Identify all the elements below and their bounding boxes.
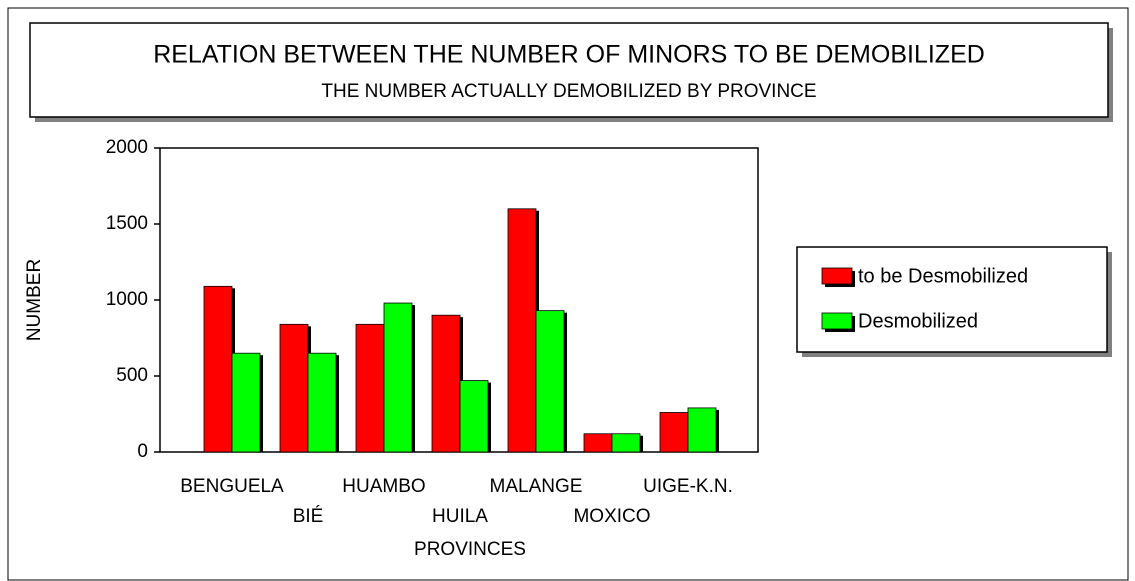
bar — [203, 285, 233, 453]
chart-title: RELATION BETWEEN THE NUMBER OF MINORS TO… — [153, 41, 985, 69]
legend-swatch — [821, 267, 853, 285]
bar — [383, 302, 413, 453]
legend-label: Desmobilized — [858, 310, 978, 332]
chart-subtitle: THE NUMBER ACTUALLY DEMOBILIZED BY PROVI… — [321, 81, 816, 102]
bar — [431, 314, 461, 453]
bar — [507, 208, 537, 453]
title-box — [29, 22, 1109, 118]
frame — [7, 7, 1129, 581]
bar — [307, 352, 337, 453]
legend-swatch — [821, 312, 853, 330]
y-tick-label: 0 — [137, 441, 148, 462]
bar — [355, 323, 385, 453]
y-tick-label: 500 — [116, 365, 148, 386]
bar — [659, 412, 689, 453]
x-tick-label: MOXICO — [573, 506, 650, 527]
bar — [279, 323, 309, 453]
x-tick-label: HUAMBO — [342, 476, 425, 497]
y-tick-label: 1500 — [106, 213, 148, 234]
bar — [687, 407, 717, 453]
x-tick-label: MALANGE — [490, 476, 583, 497]
y-axis-label: NUMBER — [24, 259, 45, 341]
y-tick-label: 1000 — [106, 289, 148, 310]
x-tick-label: BENGUELA — [180, 476, 284, 497]
bar — [231, 352, 261, 453]
y-tick-label: 2000 — [106, 137, 148, 158]
bar — [583, 433, 613, 453]
bar — [535, 310, 565, 453]
bar — [459, 380, 489, 453]
bar — [611, 433, 641, 453]
x-axis-label: PROVINCES — [414, 539, 526, 560]
x-tick-label: HUILA — [432, 506, 488, 527]
x-tick-label: BIÉ — [293, 506, 324, 527]
x-tick-label: UIGE-K.N. — [643, 476, 733, 497]
legend-label: to be Desmobilized — [858, 265, 1028, 287]
legend — [796, 246, 1108, 353]
